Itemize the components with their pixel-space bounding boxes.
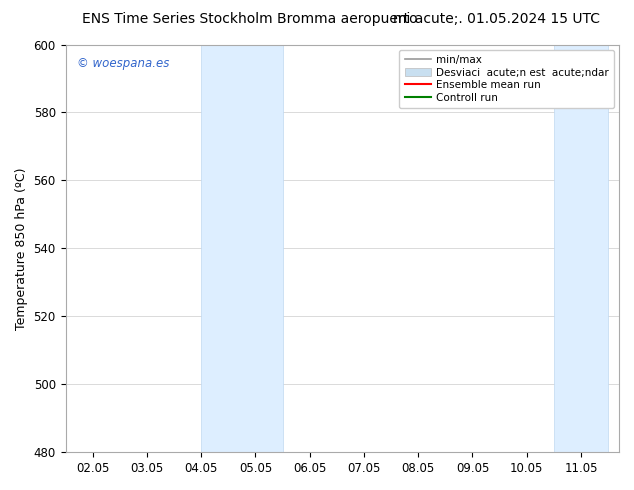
- Text: ENS Time Series Stockholm Bromma aeropuerto: ENS Time Series Stockholm Bromma aeropue…: [82, 12, 418, 26]
- Text: mi acute;. 01.05.2024 15 UTC: mi acute;. 01.05.2024 15 UTC: [393, 12, 600, 26]
- Bar: [201, 45, 283, 452]
- Y-axis label: Temperature 850 hPa (ºC): Temperature 850 hPa (ºC): [15, 167, 28, 330]
- Legend: min/max, Desviaci  acute;n est  acute;ndar, Ensemble mean run, Controll run: min/max, Desviaci acute;n est acute;ndar…: [399, 49, 614, 108]
- Bar: [554, 45, 608, 452]
- Text: © woespana.es: © woespana.es: [77, 57, 169, 70]
